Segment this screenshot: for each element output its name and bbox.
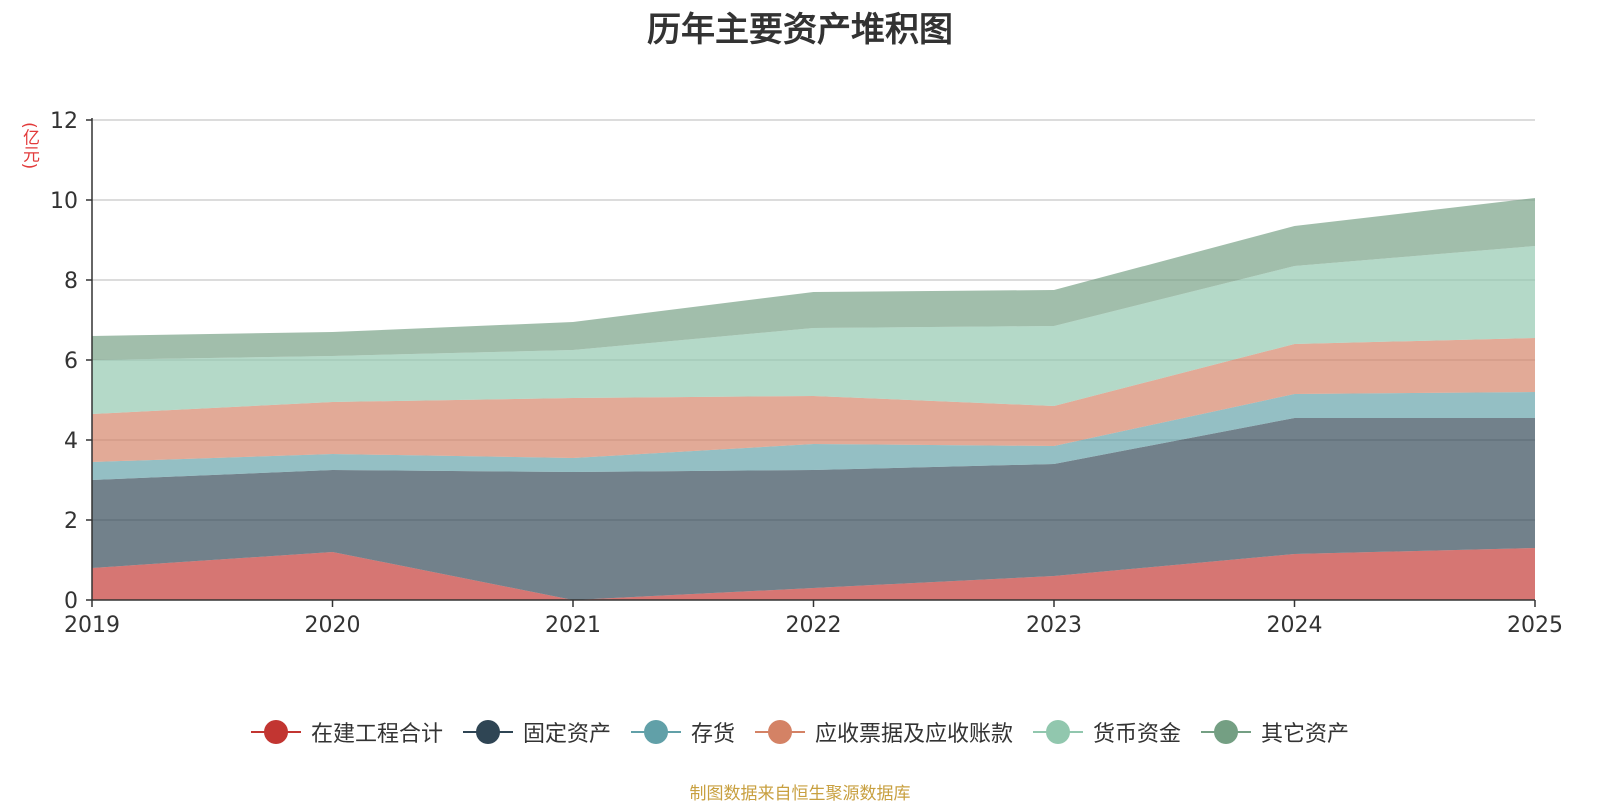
legend-label: 其它资产: [1261, 722, 1350, 747]
legend-item-1[interactable]: 固定资产: [462, 716, 611, 748]
legend-item-2[interactable]: 存货: [630, 716, 735, 748]
y-tick-label-4: 4: [64, 429, 78, 454]
legend-dot: [1214, 720, 1239, 744]
legend-label: 存货: [690, 722, 735, 747]
x-tick-label-2023: 2023: [1026, 613, 1082, 638]
legend: 在建工程合计 固定资产 存货 应收票据及应收账款 货币资金 其它资产: [0, 716, 1600, 748]
y-axis-unit-label: (亿元): [19, 122, 39, 170]
legend-item-4[interactable]: 货币资金: [1033, 716, 1181, 748]
chart-title: 历年主要资产堆积图: [647, 10, 953, 50]
area-series-5: [92, 198, 1535, 360]
legend-dot: [1046, 720, 1071, 744]
legend-marker-icon: [462, 719, 513, 745]
legend-dot: [263, 720, 288, 744]
legend-label: 在建工程合计: [310, 722, 443, 747]
x-tick-label-2025: 2025: [1507, 613, 1563, 638]
x-tick-label-2021: 2021: [545, 613, 601, 638]
legend-label: 货币资金: [1093, 722, 1182, 747]
legend-dot: [768, 720, 792, 744]
legend-label: 固定资产: [522, 722, 611, 747]
area-series-1: [92, 418, 1535, 600]
legend-dot: [475, 720, 500, 744]
x-tick-label-2020: 2020: [305, 613, 361, 638]
area-series-2: [92, 392, 1535, 480]
x-tick-label-2022: 2022: [786, 613, 842, 638]
y-tick-label-8: 8: [64, 269, 78, 294]
legend-label: 应收票据及应收账款: [815, 722, 1014, 747]
area-series-3: [92, 338, 1535, 462]
legend-marker-icon: [1033, 719, 1084, 745]
legend-marker-icon: [755, 719, 805, 745]
area-series-4: [92, 246, 1535, 414]
stacked-area-chart: 0 2 4 6 8 10 12 2019 2020 2021 2022 2023 2024 2025: [50, 109, 1563, 638]
area-series-layer: [92, 198, 1535, 600]
area-series-0: [92, 548, 1535, 600]
legend-item-5[interactable]: 其它资产: [1201, 716, 1349, 748]
y-tick-label-10: 10: [50, 189, 78, 214]
legend-marker-icon: [1201, 719, 1252, 745]
y-tick-label-12: 12: [50, 109, 78, 134]
y-tick-label-6: 6: [64, 349, 78, 374]
source-note: 制图数据来自恒生聚源数据库: [689, 784, 911, 804]
y-tick-label-0: 0: [64, 589, 78, 614]
legend-item-0[interactable]: 在建工程合计: [250, 716, 443, 748]
legend-marker-icon: [250, 719, 301, 745]
legend-marker-icon: [630, 719, 681, 745]
y-tick-label-2: 2: [64, 509, 78, 534]
x-tick-label-2019: 2019: [64, 613, 120, 638]
legend-item-3[interactable]: 应收票据及应收账款: [755, 716, 1013, 748]
axes: 0 2 4 6 8 10 12 2019 2020 2021 2022 2023 2024 2025: [50, 109, 1563, 638]
legend-dot: [643, 720, 668, 744]
x-tick-label-2024: 2024: [1267, 613, 1323, 638]
